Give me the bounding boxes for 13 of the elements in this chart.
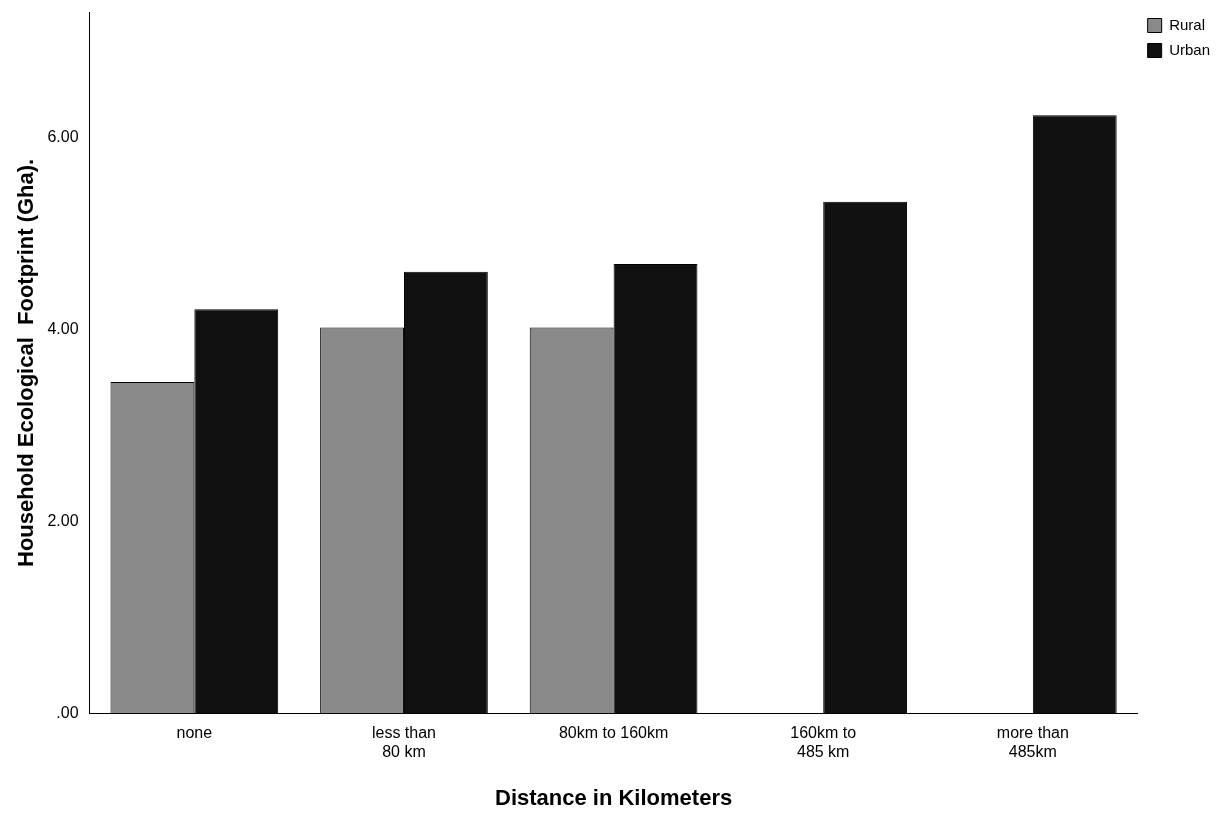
y-axis-title: Household Ecological Footprint (Gha). xyxy=(13,158,39,568)
x-axis-title: Distance in Kilometers xyxy=(495,784,733,810)
x-tick-label: 80km to 160km xyxy=(558,724,669,742)
x-tick-label: none xyxy=(176,724,213,742)
y-tick-label: 2.00 xyxy=(47,511,79,529)
y-tick-label: 6.00 xyxy=(47,127,79,145)
y-tick-label: .00 xyxy=(56,703,79,721)
y-tick-label: 4.00 xyxy=(47,319,79,337)
legend-label: Urban xyxy=(1169,40,1210,58)
legend-label: Rural xyxy=(1169,15,1205,33)
x-tick-label: less than 80 km xyxy=(371,724,436,761)
x-tick-label: 160km to 485 km xyxy=(790,724,857,761)
x-tick-label: more than 485km xyxy=(996,724,1069,761)
